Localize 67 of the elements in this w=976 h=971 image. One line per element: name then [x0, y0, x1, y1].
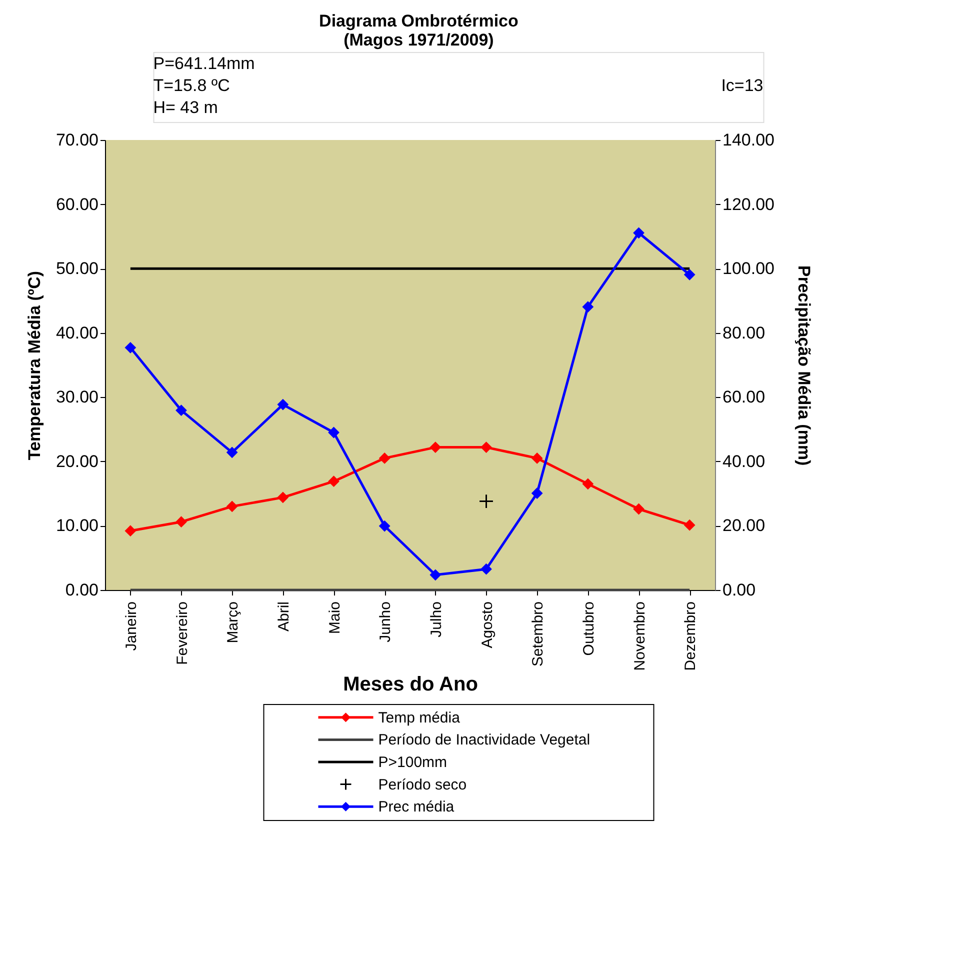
- y2-tick-label: 100.00: [722, 259, 774, 278]
- text: H= 43 m: [153, 98, 218, 117]
- text: T=15.8 ºC: [153, 76, 230, 95]
- y-tick-label: 70.00: [56, 130, 98, 150]
- point: [124, 525, 136, 537]
- y-tick-label: 10.00: [56, 516, 98, 536]
- x-tick-label: Janeiro: [122, 602, 140, 651]
- x-tick-label: Maio: [326, 602, 344, 634]
- y-axis-title: Temperatura Média (ºC): [24, 270, 44, 460]
- point: [480, 442, 492, 453]
- point: [328, 426, 340, 438]
- y2-tick-label: 0.00: [722, 580, 756, 600]
- y2-tick-label: 60.00: [722, 388, 766, 407]
- x-tick-label: Março: [224, 602, 242, 644]
- y2-tick-label: 20.00: [722, 516, 766, 536]
- legend-label: Período seco: [378, 776, 467, 794]
- point: [124, 342, 136, 354]
- chart-title: Diagrama Ombrotérmico: [319, 12, 518, 30]
- x-tick-label: Outubro: [580, 602, 598, 656]
- x-tick-label: Agosto: [478, 602, 496, 648]
- x-tick-label: Setembro: [530, 602, 547, 667]
- x-tick-label: Junho: [377, 602, 394, 642]
- point: [328, 476, 340, 488]
- y-tick-label: 40.00: [56, 323, 98, 342]
- point: [684, 268, 696, 280]
- point: [480, 563, 492, 575]
- point: [378, 452, 390, 464]
- y2-tick-label: 40.00: [722, 452, 766, 471]
- y2-tick-label: 140.00: [722, 130, 774, 150]
- point: [531, 452, 543, 464]
- x-tick-label: Dezembro: [682, 602, 700, 671]
- point: [430, 442, 442, 453]
- y2-tick-label: 80.00: [722, 323, 766, 342]
- y-tick-label: 30.00: [56, 388, 98, 407]
- point: [582, 301, 594, 313]
- y-tick-label: 60.00: [56, 194, 98, 214]
- point: [430, 569, 442, 581]
- legend-label: Temp média: [378, 709, 461, 726]
- text: P=641.14mm: [153, 54, 255, 73]
- point: [277, 492, 289, 504]
- y-tick-label: 0.00: [65, 580, 98, 600]
- y-tick-label: 50.00: [56, 259, 98, 278]
- y2-tick-label: 120.00: [722, 194, 774, 214]
- point: [226, 446, 238, 458]
- point: [633, 227, 644, 239]
- point: [378, 520, 390, 532]
- point: [582, 478, 594, 490]
- legend-label: P>100mm: [378, 754, 448, 771]
- point: [531, 488, 543, 499]
- point: [478, 494, 494, 509]
- y2-axis-title: Precipitação Média (mm): [794, 265, 814, 466]
- chart-subtitle: (Magos 1971/2009): [344, 30, 494, 50]
- text: Ic=13: [721, 76, 764, 95]
- point: [226, 500, 238, 512]
- legend-label: Período de Inactividade Vegetal: [378, 732, 590, 749]
- point: [684, 519, 696, 531]
- point: [277, 398, 289, 410]
- x-tick-label: Fevereiro: [174, 602, 191, 665]
- point: [176, 516, 187, 528]
- x-tick-label: Julho: [428, 602, 445, 638]
- point: [176, 404, 187, 416]
- x-tick-label: Novembro: [631, 602, 648, 671]
- x-axis-title: Meses do Ano: [343, 674, 478, 696]
- point: [633, 503, 644, 515]
- y-tick-label: 20.00: [56, 452, 98, 471]
- legend-label: Prec média: [378, 798, 455, 816]
- x-tick-label: Abril: [275, 602, 292, 632]
